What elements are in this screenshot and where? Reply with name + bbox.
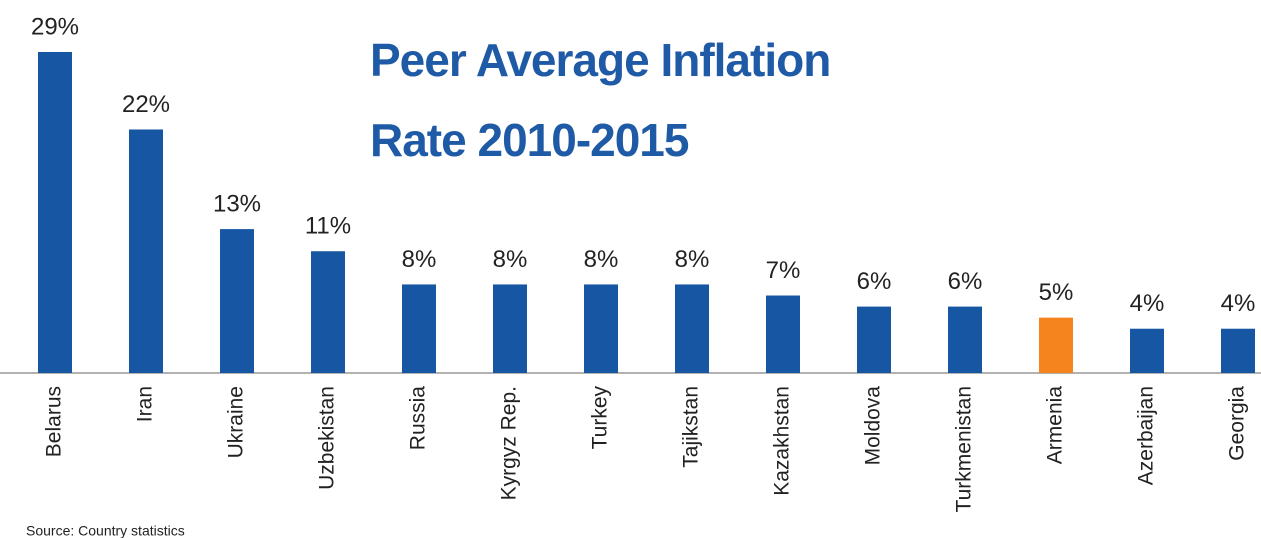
bar xyxy=(38,52,72,373)
bar xyxy=(948,306,982,373)
bar xyxy=(129,129,163,373)
x-tick-label: Turkmenistan xyxy=(953,386,976,512)
x-tick-label: Uzbekistan xyxy=(316,386,339,490)
x-tick-label: Georgia xyxy=(1226,386,1249,461)
bar xyxy=(1039,317,1073,373)
x-tick-label: Armenia xyxy=(1044,386,1067,465)
bar xyxy=(220,229,254,373)
x-tick-label: Kyrgyz Rep. xyxy=(498,386,521,500)
value-label: 8% xyxy=(584,246,619,273)
bar xyxy=(311,251,345,373)
value-label: 8% xyxy=(493,246,528,273)
value-label: 22% xyxy=(122,91,170,118)
bar xyxy=(766,295,800,373)
value-label: 29% xyxy=(31,13,79,40)
x-tick-label: Iran xyxy=(134,386,157,422)
value-label: 7% xyxy=(766,257,801,284)
bar xyxy=(857,306,891,373)
x-tick-label: Russia xyxy=(407,386,430,451)
value-label: 4% xyxy=(1130,290,1165,317)
bar xyxy=(402,284,436,373)
bar xyxy=(675,284,709,373)
bar xyxy=(584,284,618,373)
value-label: 11% xyxy=(305,213,351,240)
bar xyxy=(493,284,527,373)
chart-title: Peer Average Inflation Rate 2010-2015 xyxy=(370,34,831,166)
x-tick-label: Belarus xyxy=(43,386,66,457)
bar xyxy=(1130,328,1164,373)
source: Source: Country statistics xyxy=(26,523,185,538)
value-label: 5% xyxy=(1039,279,1074,306)
x-tick-label: Kazakhstan xyxy=(771,386,794,496)
value-label: 8% xyxy=(402,246,437,273)
value-label: 8% xyxy=(675,246,710,273)
value-label: 13% xyxy=(213,190,261,217)
x-tick-label: Turkey xyxy=(589,386,612,450)
value-label: 6% xyxy=(948,268,983,295)
x-tick-label: Tajikstan xyxy=(680,386,703,468)
x-tick-label: Ukraine xyxy=(225,386,248,458)
x-tick-label: Azerbaijan xyxy=(1135,386,1158,485)
value-label: 6% xyxy=(857,268,892,295)
bar xyxy=(1221,328,1255,373)
x-tick-label: Moldova xyxy=(862,386,885,466)
value-label: 4% xyxy=(1221,290,1256,317)
